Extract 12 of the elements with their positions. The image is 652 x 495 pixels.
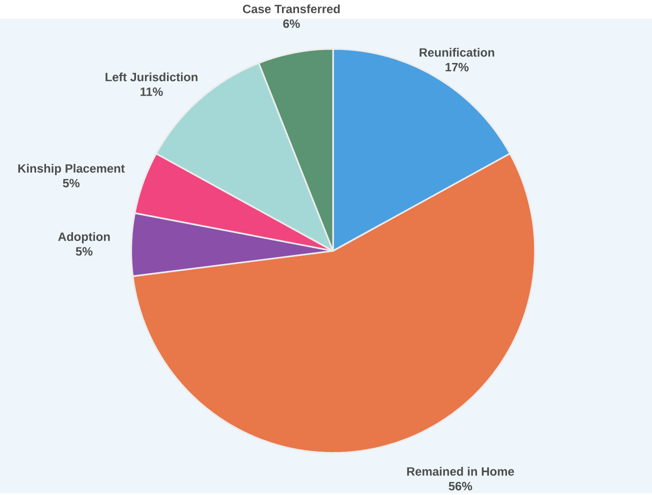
slice-label: Kinship Placement	[18, 164, 125, 176]
data-label: 5%	[62, 178, 80, 188]
data-label: 11%	[140, 88, 163, 96]
slice-label: Adoption	[58, 232, 110, 244]
slice-label: Reunification	[420, 48, 494, 57]
data-label: 56%	[448, 482, 472, 490]
data-label: 17%	[446, 63, 469, 72]
slice-label: Case Transferred	[242, 4, 340, 14]
slice-label: Left Jurisdiction	[106, 72, 198, 82]
slice-label: Remained in Home	[407, 466, 514, 476]
data-label: 5%	[76, 247, 93, 256]
data-label: 6%	[283, 20, 300, 28]
